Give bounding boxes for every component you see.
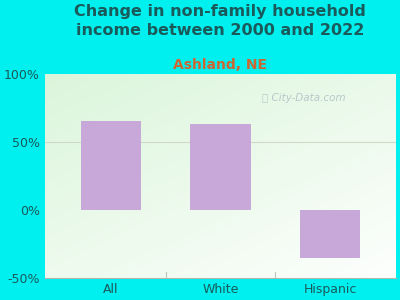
Bar: [80, 121, 141, 210]
Bar: [300, 210, 360, 257]
Text: ⓘ City-Data.com: ⓘ City-Data.com: [262, 93, 346, 103]
Title: Change in non-family household
income between 2000 and 2022: Change in non-family household income be…: [74, 4, 366, 38]
Text: Ashland, NE: Ashland, NE: [173, 58, 267, 72]
Bar: [190, 124, 250, 210]
